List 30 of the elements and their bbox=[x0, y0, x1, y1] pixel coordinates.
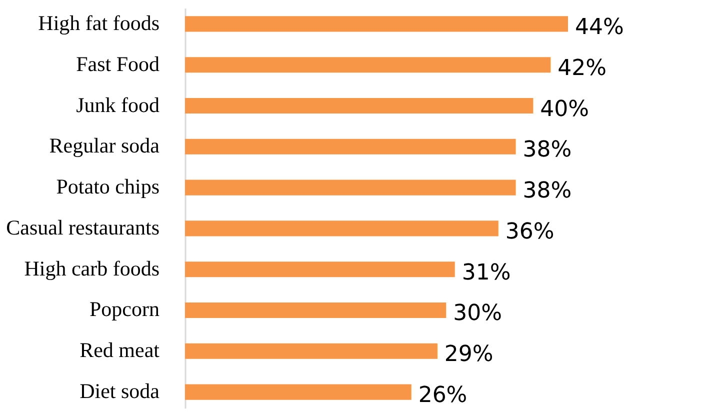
bar bbox=[185, 98, 534, 114]
y-tick-label: Fast Food bbox=[76, 52, 160, 76]
bar bbox=[185, 57, 551, 73]
bar bbox=[185, 262, 455, 278]
data-label: 42% bbox=[558, 56, 606, 81]
y-tick-label: Junk food bbox=[76, 92, 160, 117]
y-tick-label: High carb foods bbox=[24, 256, 160, 280]
data-label: 31% bbox=[462, 260, 511, 286]
bar bbox=[185, 180, 516, 196]
data-label: 26% bbox=[418, 383, 468, 408]
bar bbox=[185, 138, 516, 154]
bar bbox=[185, 384, 412, 400]
y-tick-label: Diet soda bbox=[80, 379, 160, 404]
data-label: 36% bbox=[505, 219, 554, 244]
data-label: 38% bbox=[522, 138, 572, 163]
y-tick-label: Regular soda bbox=[49, 134, 160, 158]
data-label: 40% bbox=[540, 96, 590, 122]
bar bbox=[185, 343, 438, 359]
y-tick-label: Red meat bbox=[80, 338, 160, 362]
bar bbox=[185, 16, 568, 32]
y-tick-label: High fat foods bbox=[38, 10, 160, 35]
y-tick-label: Popcorn bbox=[90, 297, 160, 322]
bar bbox=[185, 302, 446, 318]
y-tick-label: Potato chips bbox=[56, 174, 160, 199]
bar bbox=[185, 220, 498, 236]
data-label: 44% bbox=[575, 14, 624, 40]
y-tick-label: Casual restaurants bbox=[6, 215, 160, 240]
data-label: 30% bbox=[453, 301, 502, 326]
data-label: 29% bbox=[444, 342, 494, 368]
data-label: 38% bbox=[522, 178, 572, 204]
